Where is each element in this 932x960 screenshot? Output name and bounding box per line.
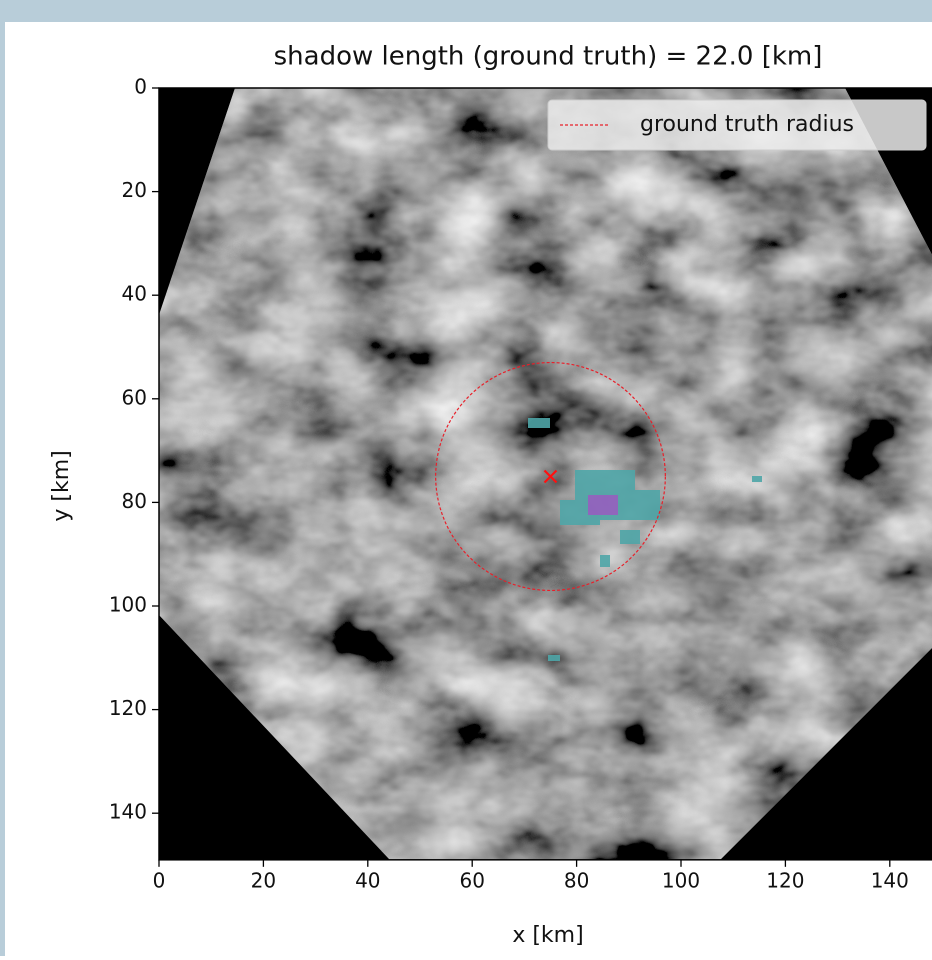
x-tick-label: 60 (459, 868, 484, 892)
y-tick-label: 80 (122, 489, 147, 513)
x-tick-label: 120 (766, 868, 804, 892)
plot-area (159, 88, 932, 860)
y-tick-label: 100 (109, 593, 147, 617)
x-tick-label: 40 (355, 868, 380, 892)
x-tick-label: 0 (153, 868, 166, 892)
x-tick-label: 20 (251, 868, 276, 892)
y-tick-label: 0 (134, 75, 147, 99)
y-tick-label: 20 (122, 178, 147, 202)
page: 0 20 40 60 80 100 120 140 0 20 40 60 80 100 120 140 shad… (0, 0, 932, 956)
y-tick-label: 60 (122, 385, 147, 409)
x-tick-label: 80 (564, 868, 589, 892)
top-bar (0, 0, 932, 22)
legend-label: ground truth radius (640, 112, 854, 137)
chart-title: shadow length (ground truth) = 22.0 [km] (274, 42, 823, 72)
y-tick-label: 120 (109, 696, 147, 720)
y-tick-label: 40 (122, 282, 147, 306)
left-border (0, 0, 5, 956)
y-tick-label: 140 (109, 800, 147, 824)
chart: 0 20 40 60 80 100 120 140 0 20 40 60 80 100 120 140 shad… (0, 0, 932, 956)
x-tick-label: 100 (662, 868, 700, 892)
x-axis-label: x [km] (512, 923, 583, 948)
x-tick-label: 140 (871, 868, 909, 892)
y-axis-label: y [km] (49, 450, 74, 521)
